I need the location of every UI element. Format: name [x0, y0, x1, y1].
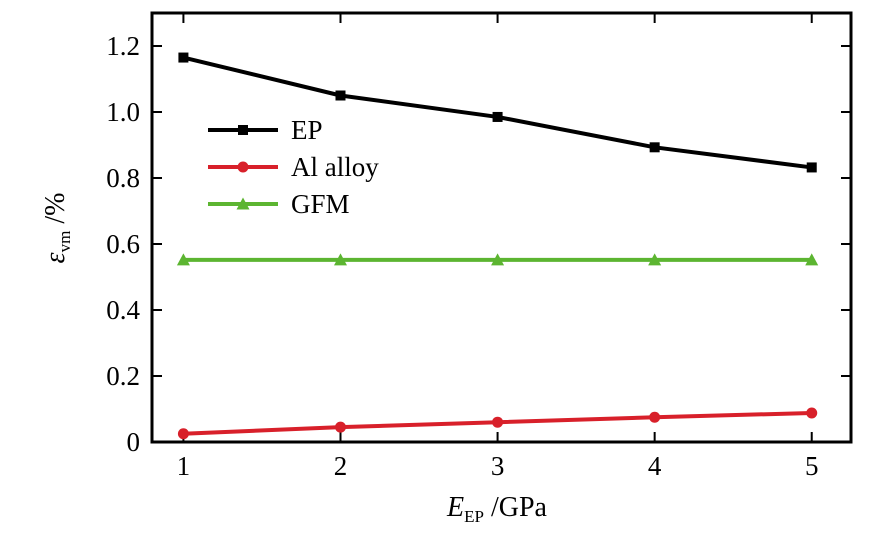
legend-marker-square	[238, 125, 248, 135]
data-point-gfm	[333, 253, 347, 266]
data-point-ep	[335, 90, 346, 101]
y-tick-label: 1.0	[106, 97, 140, 127]
legend-item-ep: EP	[208, 115, 323, 145]
legend-marker-circle	[237, 161, 249, 173]
x-axis-title: EEP /GPa	[446, 492, 548, 526]
data-point-ep	[178, 52, 189, 63]
x-ticks: 1 2 3 4 5	[177, 13, 819, 481]
x-axis-title-sub: EP	[464, 507, 484, 526]
x-axis-title-rest: /GPa	[484, 492, 548, 523]
y-axis-title: εvm /%	[40, 193, 74, 264]
data-point-gfm	[491, 253, 505, 266]
y-tick-label: 0	[127, 427, 141, 457]
y-tick-label: 1.2	[106, 31, 140, 61]
data-point-gfm	[176, 253, 190, 266]
data-point-al-alloy	[177, 428, 189, 440]
legend-label: GFM	[291, 189, 350, 219]
data-point-ep	[806, 162, 817, 173]
x-axis-title-main: E	[446, 492, 464, 523]
x-tick-label: 4	[648, 451, 662, 481]
y-tick-label: 0.6	[106, 229, 140, 259]
y-axis-title-main: ε	[40, 252, 71, 263]
y-tick-label: 0.2	[106, 361, 140, 391]
data-point-gfm	[648, 253, 662, 266]
x-tick-label: 5	[805, 451, 819, 481]
legend-item-gfm: GFM	[208, 189, 350, 219]
legend-label: Al alloy	[291, 152, 379, 182]
series-gfm	[176, 253, 819, 266]
y-tick-label: 0.4	[106, 295, 140, 325]
data-point-gfm	[805, 253, 819, 266]
series-ep	[178, 52, 817, 173]
series-al-alloy	[177, 407, 818, 440]
x-tick-label: 2	[334, 451, 348, 481]
y-tick-label: 0.8	[106, 163, 140, 193]
legend-label: EP	[291, 115, 323, 145]
x-tick-label: 1	[177, 451, 191, 481]
legend: EP Al alloy GFM	[208, 115, 379, 219]
data-point-al-alloy	[649, 411, 661, 423]
y-axis-title-rest: /%	[40, 193, 71, 231]
legend-marker-triangle	[236, 197, 250, 210]
x-tick-label: 3	[491, 451, 505, 481]
data-point-ep	[492, 111, 503, 122]
data-point-al-alloy	[492, 416, 504, 428]
y-ticks: 0 0.2 0.4 0.6 0.8 1.0 1.2	[106, 31, 851, 457]
data-point-ep	[649, 142, 660, 153]
data-point-al-alloy	[806, 407, 818, 419]
y-axis-title-sub: vm	[55, 231, 74, 253]
series-layer	[176, 52, 819, 440]
plot-frame	[150, 11, 853, 444]
legend-item-al-alloy: Al alloy	[208, 152, 379, 182]
data-point-al-alloy	[334, 421, 346, 433]
